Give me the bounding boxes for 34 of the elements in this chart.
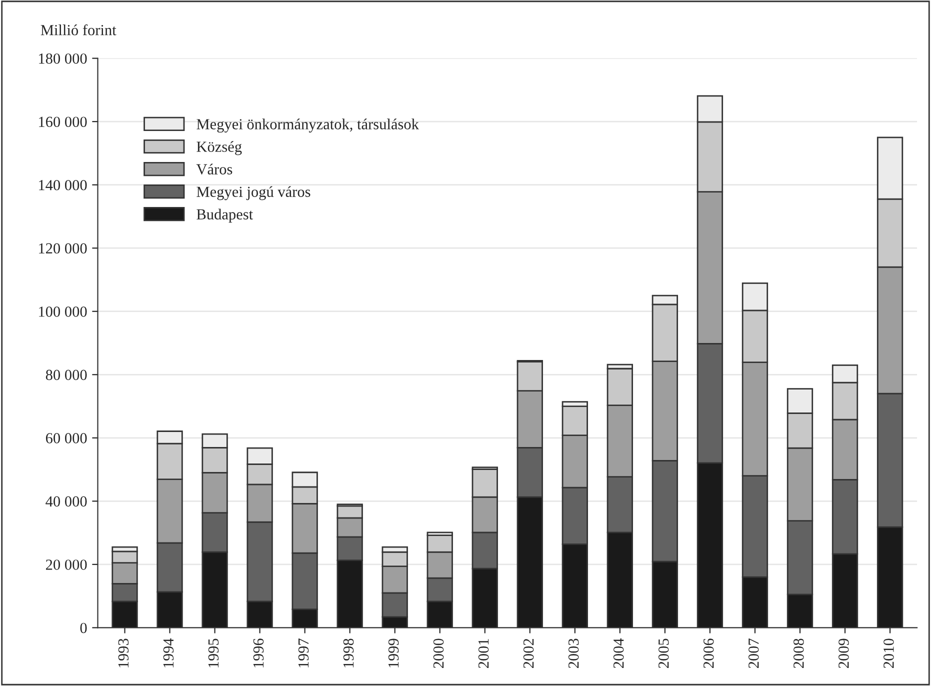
x-tick-label: 2005 bbox=[658, 638, 669, 668]
x-tick-label: 2008 bbox=[794, 638, 804, 668]
y-tick-label: 180 000 bbox=[39, 53, 87, 64]
x-tick-label: 2000 bbox=[433, 638, 444, 668]
y-tick-label: 0 bbox=[80, 622, 87, 634]
x-tick-label: 1999 bbox=[388, 638, 399, 668]
x-tick-label: 1996 bbox=[253, 638, 264, 668]
x-tick-label: 2009 bbox=[838, 638, 849, 668]
x-tick-label: 1994 bbox=[163, 638, 174, 668]
x-tick-label: 1995 bbox=[208, 638, 219, 668]
y-axis-title: Millió forint bbox=[40, 24, 116, 36]
y-tick-label: 160 000 bbox=[39, 116, 87, 128]
legend-label: Város bbox=[196, 164, 232, 175]
legend-label: Budapest bbox=[196, 208, 253, 223]
x-tick-label: 2001 bbox=[478, 639, 489, 668]
y-tick-label: 80 000 bbox=[46, 370, 87, 380]
y-tick-label: 140 000 bbox=[39, 180, 87, 190]
x-tick-label: 2010 bbox=[884, 638, 894, 668]
y-tick-label: 120 000 bbox=[39, 243, 87, 254]
legend-label: Megyei jogú város bbox=[196, 186, 310, 200]
y-tick-label: 20 000 bbox=[46, 560, 87, 570]
x-tick-label: 2007 bbox=[748, 638, 759, 668]
y-tick-label: 100 000 bbox=[39, 306, 87, 317]
legend-label: Megyei önkormányzatok, társulások bbox=[196, 118, 419, 133]
x-tick-label: 2006 bbox=[703, 638, 714, 668]
x-tick-label: 2004 bbox=[613, 638, 624, 668]
x-tick-label: 1998 bbox=[343, 638, 354, 668]
y-tick-label: 40 000 bbox=[46, 496, 87, 507]
x-tick-label: 2003 bbox=[568, 638, 579, 668]
x-tick-label: 1993 bbox=[118, 638, 129, 668]
legend-label: Község bbox=[196, 141, 242, 156]
x-tick-label: 2002 bbox=[523, 638, 534, 668]
x-tick-label: 1997 bbox=[298, 638, 309, 668]
y-tick-label: 60 000 bbox=[46, 433, 87, 444]
